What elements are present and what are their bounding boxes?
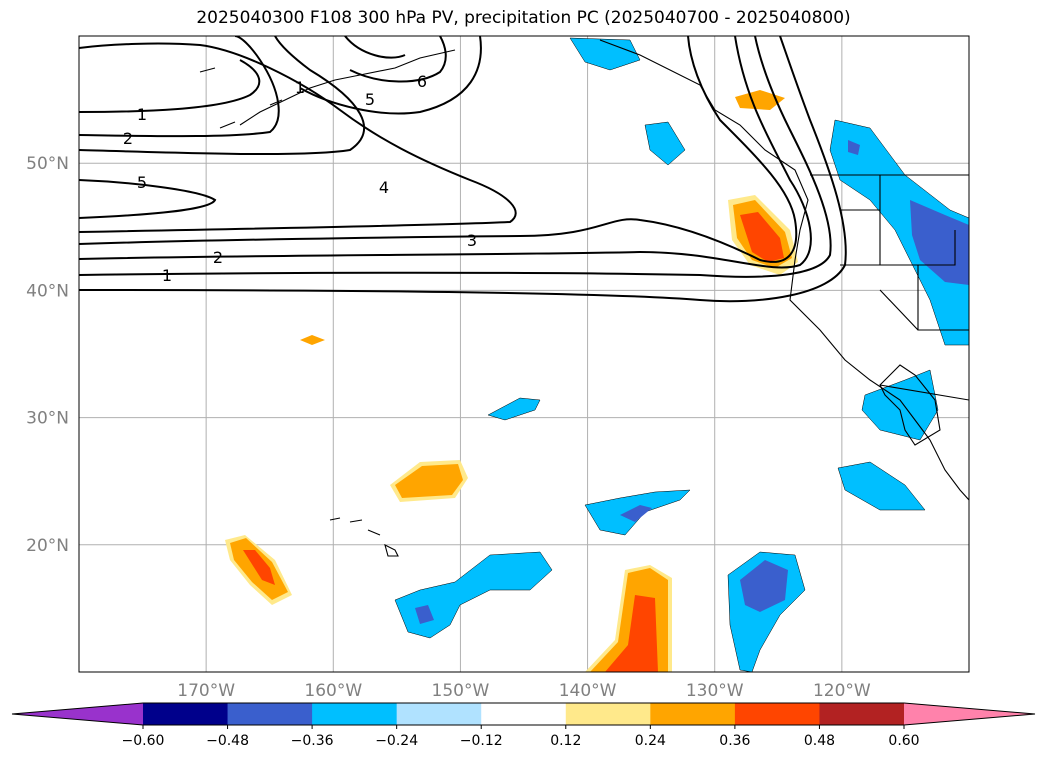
map-frame [78, 35, 970, 673]
precip-anomaly-negative [644, 121, 686, 166]
pv-contour [79, 36, 280, 138]
precip-anomaly-moderate [848, 140, 860, 155]
latitude-labels: 50°N 40°N 30°N 20°N [26, 154, 69, 556]
colorbar-tick-label: 0.36 [719, 733, 750, 749]
gridlines [79, 36, 969, 672]
colorbar-tick-label: 0.24 [635, 733, 666, 749]
map-area: 1 2 5 4 3 2 1 5 6 1 [79, 36, 969, 672]
lon-tick-label: 170°W [177, 681, 235, 701]
colorbar-tick-label: −0.60 [122, 733, 165, 749]
precip-anomaly-strong [243, 550, 275, 585]
pv-contour [79, 42, 517, 233]
colorbar-extend-high [904, 703, 1035, 725]
pv-label: 2 [123, 129, 133, 148]
lat-tick-label: 40°N [26, 281, 69, 301]
pv-label: 5 [365, 90, 375, 109]
pv-contour [79, 36, 832, 278]
coastline-alaska [239, 49, 456, 126]
precip-anomaly-negative [394, 551, 553, 639]
precip-shading [225, 37, 969, 672]
coastline-baja [879, 364, 941, 446]
colorbar-tick-label: −0.48 [206, 733, 249, 749]
colorbar-tick-label: −0.36 [291, 733, 334, 749]
colorbar-tick-label: 0.48 [804, 733, 835, 749]
colorbar: −0.60 −0.48 −0.36 −0.24 −0.12 0.12 0.24 0.36 0.4… [11, 702, 1036, 749]
precip-anomaly-moderate [910, 200, 969, 285]
precip-anomaly-moderate [415, 605, 434, 624]
pv-contour [299, 36, 482, 115]
precip-anomaly-moderate [740, 560, 788, 612]
precip-anomaly-positive [300, 335, 325, 345]
pv-contour [79, 36, 798, 263]
colorbar-segment [734, 703, 820, 725]
pv-contour [344, 36, 406, 59]
colorbar-tick-label: −0.12 [460, 733, 503, 749]
precip-anomaly-positive [395, 464, 463, 498]
colorbar-tick-label: 0.60 [888, 733, 919, 749]
lat-tick-label: 30°N [26, 409, 69, 429]
lon-tick-label: 120°W [813, 681, 871, 701]
coastline-aleutians [199, 67, 283, 129]
precip-anomaly-positive [735, 90, 785, 110]
colorbar-extend-low [12, 703, 143, 725]
chart-title: 2025040300 F108 300 hPa PV, precipitatio… [196, 8, 851, 28]
colorbar-segment [143, 703, 229, 725]
pv-contour [79, 36, 812, 269]
pv-label: 1 [137, 105, 147, 124]
colorbar-segment [396, 703, 482, 725]
pv-label: 1 [162, 266, 172, 285]
lon-tick-label: 150°W [432, 681, 490, 701]
colorbar-segment [481, 703, 567, 725]
pv-contour [79, 179, 217, 219]
precip-anomaly-moderate [620, 505, 652, 522]
pv-label: 2 [213, 248, 223, 267]
pv-contour [79, 36, 366, 156]
lat-tick-label: 20°N [26, 536, 69, 556]
precip-anomaly-negative [861, 369, 939, 441]
lon-tick-label: 130°W [686, 681, 744, 701]
lon-tick-label: 160°W [304, 681, 362, 701]
colorbar-segment [565, 703, 651, 725]
colorbar-segment [227, 703, 313, 725]
pv-label: 1 [295, 78, 305, 97]
colorbar-tick-label: −0.24 [375, 733, 418, 749]
state-borders [840, 175, 969, 401]
pv-contour [79, 59, 261, 113]
pv-contour [79, 36, 847, 303]
precip-anomaly-negative [569, 37, 641, 71]
pv-label: 5 [137, 173, 147, 192]
precip-anomaly-negative [829, 119, 969, 346]
precip-anomaly-strong [605, 595, 658, 672]
precip-anomaly-strong [740, 212, 784, 262]
lon-tick-label: 140°W [559, 681, 617, 701]
pv-labels: 1 2 5 4 3 2 1 5 6 1 [123, 72, 477, 285]
lat-tick-label: 50°N [26, 154, 69, 174]
longitude-labels: 170°W 160°W 150°W 140°W 130°W 120°W [177, 681, 871, 701]
pv-contours [79, 36, 847, 303]
colorbar-segment [312, 703, 398, 725]
pv-label: 6 [417, 72, 427, 91]
pv-label: 4 [379, 178, 389, 197]
precip-anomaly-negative [487, 397, 541, 421]
precip-anomaly-negative [837, 461, 926, 511]
colorbar-tick-label: 0.12 [550, 733, 581, 749]
colorbar-segment [819, 703, 905, 725]
pv-label: 3 [467, 231, 477, 250]
hawaii-islands [329, 517, 399, 557]
pv-contour [349, 36, 447, 83]
colorbar-segment [650, 703, 736, 725]
